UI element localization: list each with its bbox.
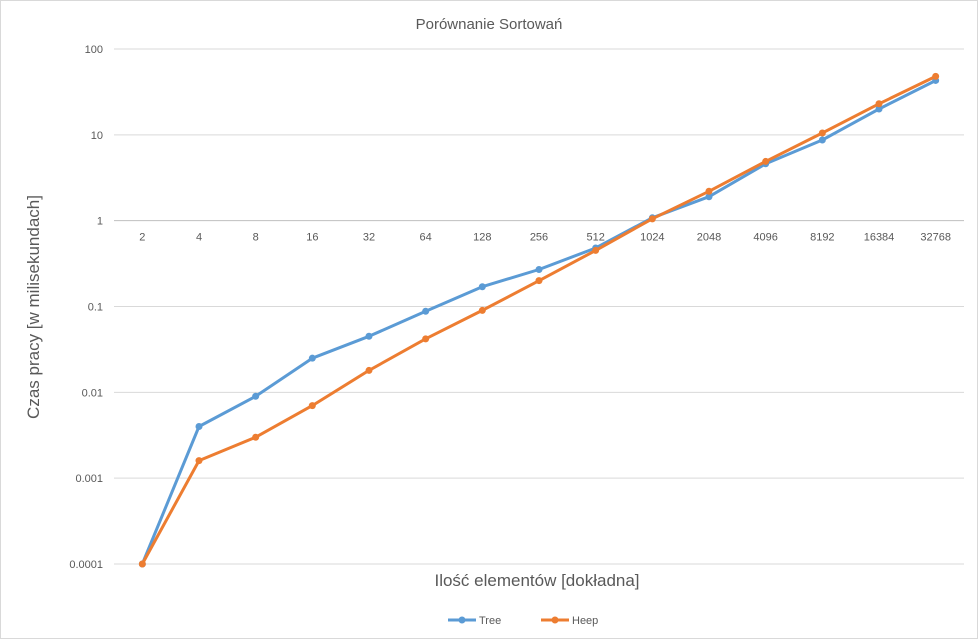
data-point [422,307,430,315]
x-tick-label: 128 [473,232,491,244]
y-axis-ticks: 0.0001 0.001 0.01 0.1 1 10 100 [69,44,103,571]
x-tick-label: 32768 [920,232,951,244]
data-point [195,457,203,465]
series-tree [138,76,940,568]
y-tick-label: 0.001 [75,473,103,485]
series-line [140,74,938,566]
series-heep [138,72,940,568]
x-tick-label: 16 [306,232,318,244]
x-tick-label: 64 [420,232,432,244]
x-tick-label: 4 [196,232,202,244]
x-tick-label: 2 [139,232,145,244]
x-tick-label: 16384 [864,232,895,244]
data-point [875,100,883,108]
legend-marker [458,616,466,624]
chart-title: Porównanie Sortowań [416,16,563,33]
y-tick-label: 0.01 [82,387,103,399]
data-point [705,193,713,201]
x-tick-label: 2048 [697,232,721,244]
data-point [818,129,826,137]
legend-label: Heep [572,615,598,627]
data-point [762,157,770,165]
data-series [138,72,940,568]
series-line [140,79,938,566]
x-tick-label: 8192 [810,232,834,244]
x-axis-ticks: 2 4 8 16 32 64 128 256 512 1024 2048 4096 8192 16384 3… [139,232,951,244]
data-point [478,306,486,314]
data-point [422,335,430,343]
data-point [365,332,373,340]
x-tick-label: 32 [363,232,375,244]
data-point [365,366,373,374]
legend-marker [551,616,559,624]
x-tick-label: 512 [586,232,604,244]
data-point [818,136,826,144]
legend: Tree Heep [448,615,598,627]
x-tick-label: 4096 [753,232,777,244]
data-point [252,392,260,400]
x-axis-title: Ilość elementów [dokładna] [434,571,639,590]
data-point [592,246,600,254]
data-point [535,277,543,285]
data-point [308,354,316,362]
data-point [138,560,146,568]
x-tick-label: 8 [253,232,259,244]
y-tick-label: 0.1 [88,302,103,314]
data-point [195,422,203,430]
data-point [648,215,656,223]
y-axis-title: Czas pracy [w milisekundach] [24,195,43,419]
gridlines [114,48,964,565]
data-point [478,283,486,291]
data-point [535,265,543,273]
y-tick-label: 0.0001 [69,559,103,571]
x-tick-label: 1024 [640,232,664,244]
legend-label: Tree [479,615,501,627]
data-point [705,187,713,195]
y-tick-label: 10 [91,130,103,142]
data-point [252,433,260,441]
data-point [875,105,883,113]
y-tick-label: 1 [97,216,103,228]
y-tick-label: 100 [85,44,103,56]
data-point [308,402,316,410]
x-tick-label: 256 [530,232,548,244]
data-point [932,72,940,80]
